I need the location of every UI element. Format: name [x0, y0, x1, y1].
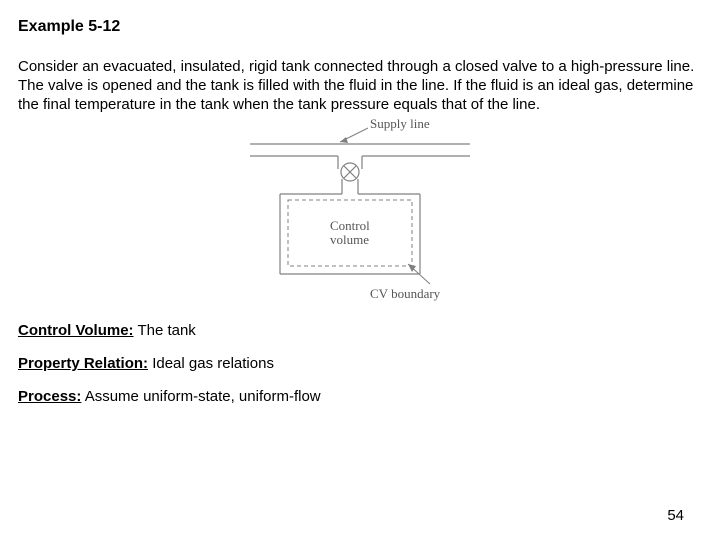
problem-paragraph: Consider an evacuated, insulated, rigid … [18, 58, 702, 114]
process-text: Assume uniform-state, uniform-flow [81, 388, 320, 405]
section-control-volume: Control Volume: The tank [18, 322, 702, 339]
property-relation-label: Property Relation: [18, 355, 148, 372]
control-volume-label: Control Volume: [18, 322, 134, 339]
control-volume-text: The tank [134, 322, 196, 339]
cv-boundary-label: CV boundary [370, 286, 441, 301]
tank-diagram: Supply line Control volume CV boundary [240, 114, 480, 304]
example-title: Example 5-12 [18, 18, 702, 36]
page-number: 54 [667, 507, 684, 524]
diagram-container: Supply line Control volume CV boundary [18, 114, 702, 304]
control-volume-label-1: Control [330, 218, 370, 233]
property-relation-text: Ideal gas relations [148, 355, 274, 372]
supply-line-label: Supply line [370, 116, 430, 131]
control-volume-label-2: volume [330, 232, 369, 247]
section-process: Process: Assume uniform-state, uniform-f… [18, 388, 702, 405]
section-property-relation: Property Relation: Ideal gas relations [18, 355, 702, 372]
process-label: Process: [18, 388, 81, 405]
